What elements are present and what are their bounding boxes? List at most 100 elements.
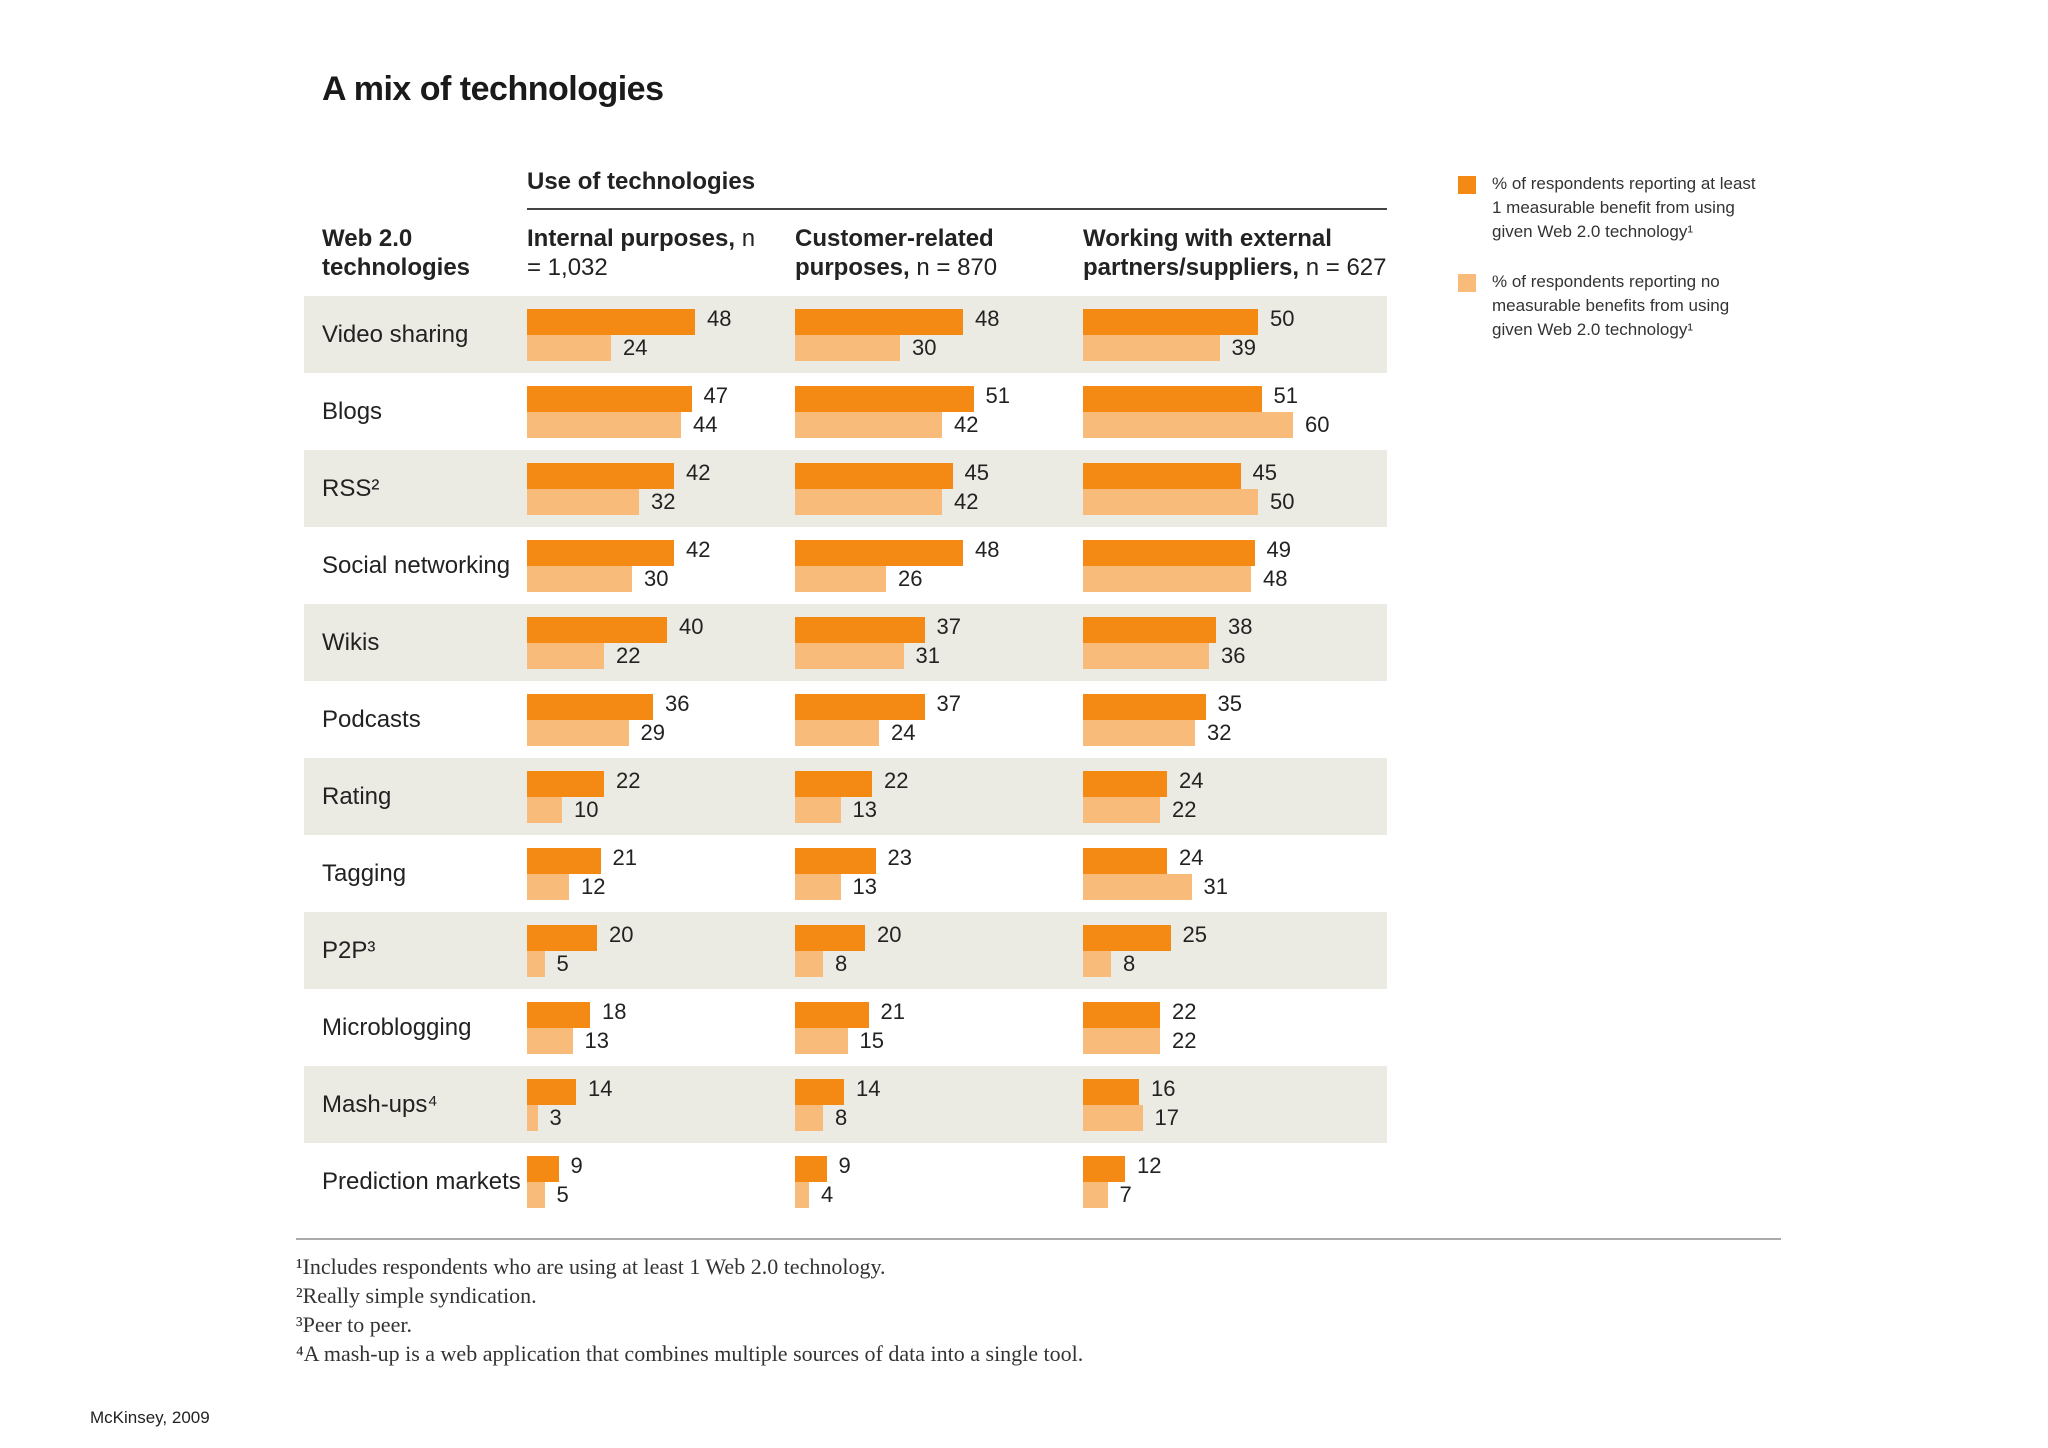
bar-benefit	[1083, 1002, 1160, 1028]
bar-benefit	[1083, 617, 1216, 643]
value-label-benefit: 9	[570, 1153, 583, 1178]
chart-rows: Video sharing 48 24 48 30 50 39 Blogs 47 44 51 42 51…	[304, 296, 1387, 1220]
footnote-rule	[296, 1238, 1781, 1240]
bar-benefit	[1083, 386, 1262, 412]
bar-benefit	[527, 463, 674, 489]
value-label-benefit: 9	[838, 1153, 851, 1178]
bar-no-benefit	[795, 1105, 823, 1131]
column-header-partners: Working with external partners/suppliers…	[1083, 224, 1393, 282]
bar-no-benefit	[1083, 720, 1195, 746]
bar-no-benefit	[527, 951, 545, 977]
group-header-rule	[527, 208, 1387, 210]
bar-no-benefit	[795, 951, 823, 977]
bar-no-benefit	[795, 797, 841, 823]
value-label-benefit: 36	[665, 691, 690, 716]
value-label-benefit: 14	[856, 1076, 881, 1101]
chart-row-social-networking: Social networking 42 30 48 26 49 48	[304, 527, 1387, 604]
category-label: Wikis	[322, 629, 380, 656]
chart-row-tagging: Tagging 21 12 23 13 24 31	[304, 835, 1387, 912]
bar-no-benefit	[527, 1028, 573, 1054]
bar-no-benefit	[1083, 1028, 1160, 1054]
value-label-no-benefit: 22	[1172, 1028, 1197, 1053]
bar-no-benefit	[795, 643, 904, 669]
value-label-benefit: 40	[679, 614, 704, 639]
column-header-n: n = 870	[916, 254, 998, 281]
value-label-benefit: 22	[1172, 999, 1197, 1024]
value-label-no-benefit: 32	[1207, 720, 1232, 745]
value-label-benefit: 20	[877, 922, 902, 947]
column-header-n: n = 1,032	[527, 225, 756, 281]
bar-benefit	[1083, 309, 1258, 335]
value-label-no-benefit: 50	[1270, 489, 1295, 514]
footnote: ¹Includes respondents who are using at l…	[296, 1254, 886, 1279]
value-label-no-benefit: 7	[1119, 1182, 1132, 1207]
bar-benefit	[1083, 694, 1206, 720]
legend-swatch-no-benefit	[1458, 274, 1476, 292]
category-label: Video sharing	[322, 321, 469, 348]
legend-label: % of respondents reporting no measurable…	[1492, 272, 1730, 339]
legend-item-benefit: % of respondents reporting at least 1 me…	[1458, 172, 1758, 244]
value-label-benefit: 38	[1228, 614, 1253, 639]
value-label-no-benefit: 30	[644, 566, 669, 591]
chart-row-video-sharing: Video sharing 48 24 48 30 50 39	[304, 296, 1387, 373]
bar-no-benefit	[795, 566, 886, 592]
bar-benefit	[795, 1002, 869, 1028]
value-label-no-benefit: 3	[549, 1105, 562, 1130]
value-label-benefit: 37	[936, 691, 961, 716]
bar-benefit	[527, 617, 667, 643]
value-label-no-benefit: 5	[556, 1182, 569, 1207]
bar-no-benefit	[795, 335, 900, 361]
value-label-benefit: 25	[1182, 922, 1207, 947]
row-header: Web 2.0 technologies	[322, 225, 471, 281]
chart-row-p2p: P2P³ 20 5 20 8 25 8	[304, 912, 1387, 989]
column-header-label: Customer-related purposes,	[795, 225, 994, 281]
bar-no-benefit	[527, 412, 681, 438]
category-label: Tagging	[322, 860, 407, 887]
bar-no-benefit	[527, 489, 639, 515]
bar-no-benefit	[527, 1182, 545, 1208]
bar-no-benefit	[527, 797, 562, 823]
bar-benefit	[1083, 463, 1241, 489]
bar-benefit	[527, 386, 692, 412]
value-label-no-benefit: 26	[898, 566, 923, 591]
bar-benefit	[795, 694, 925, 720]
value-label-no-benefit: 13	[852, 797, 877, 822]
chart-row-podcasts: Podcasts 36 29 37 24 35 32	[304, 681, 1387, 758]
bar-benefit	[527, 694, 653, 720]
bar-no-benefit	[527, 566, 632, 592]
bar-no-benefit	[795, 412, 942, 438]
bar-benefit	[527, 771, 604, 797]
bar-benefit	[795, 463, 953, 489]
column-header-internal: Internal purposes, n = 1,032	[527, 224, 757, 282]
value-label-no-benefit: 24	[623, 335, 648, 360]
value-label-benefit: 48	[707, 306, 732, 331]
category-label: Microblogging	[322, 1014, 472, 1041]
footnote: ²Really simple syndication.	[296, 1283, 537, 1308]
value-label-benefit: 47	[703, 383, 728, 408]
bar-no-benefit	[1083, 643, 1209, 669]
category-label: P2P³	[322, 937, 376, 964]
value-label-benefit: 42	[686, 460, 711, 485]
chart-row-microblogging: Microblogging 18 13 21 15 22 22	[304, 989, 1387, 1066]
bar-benefit	[795, 925, 865, 951]
column-header-customer: Customer-related purposes, n = 870	[795, 224, 1025, 282]
value-label-no-benefit: 30	[912, 335, 937, 360]
bar-benefit	[1083, 848, 1167, 874]
bar-no-benefit	[795, 1182, 809, 1208]
column-header-n: n = 627	[1305, 254, 1387, 281]
bar-benefit	[795, 1156, 827, 1182]
value-label-no-benefit: 48	[1263, 566, 1288, 591]
bar-benefit	[795, 848, 876, 874]
bar-benefit	[1083, 925, 1171, 951]
value-label-no-benefit: 32	[651, 489, 676, 514]
value-label-benefit: 14	[588, 1076, 613, 1101]
column-header-label: Working with external partners/suppliers…	[1083, 225, 1332, 281]
bar-no-benefit	[527, 643, 604, 669]
value-label-benefit: 12	[1137, 1153, 1162, 1178]
value-label-no-benefit: 8	[1123, 951, 1136, 976]
value-label-no-benefit: 31	[915, 643, 940, 668]
bar-benefit	[795, 1079, 844, 1105]
bar-no-benefit	[1083, 566, 1251, 592]
bar-no-benefit	[1083, 874, 1192, 900]
value-label-benefit: 22	[884, 768, 909, 793]
